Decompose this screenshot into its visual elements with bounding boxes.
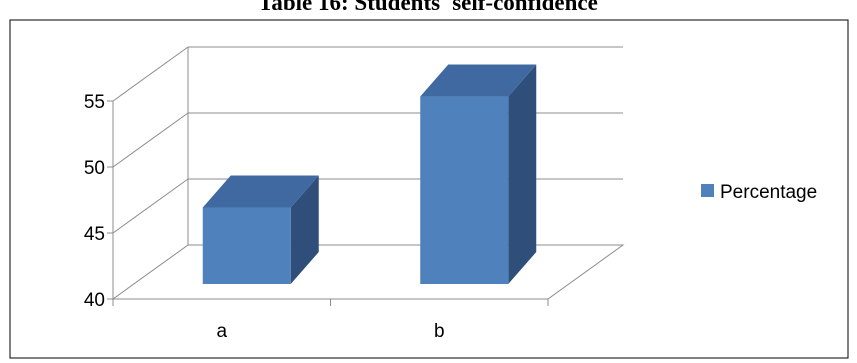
y-tick-label: 45 xyxy=(84,224,105,245)
plot-area: 40 45 50 55 a b xyxy=(84,46,625,342)
chart-floor xyxy=(111,244,625,300)
x-tick-label-a: a xyxy=(216,321,227,342)
legend: Percentage xyxy=(701,182,817,203)
gridline-side-55 xyxy=(112,46,189,102)
bar-b-side xyxy=(508,64,537,284)
legend-swatch-percentage xyxy=(701,184,714,197)
chart-border xyxy=(9,19,849,359)
gridline-side-45 xyxy=(112,178,189,234)
legend-label-percentage: Percentage xyxy=(720,182,817,203)
y-tick-label: 55 xyxy=(84,92,105,113)
bar-a-top xyxy=(202,175,319,208)
bar-a-side xyxy=(290,175,319,284)
bar-b-top xyxy=(420,64,537,97)
y-tick-label: 50 xyxy=(84,158,105,179)
x-tick-label-b: b xyxy=(434,321,445,342)
y-tick-label: 40 xyxy=(84,290,105,311)
bar-b-front xyxy=(420,96,509,284)
chart-title: Table 16: Students' self-confidence xyxy=(258,0,598,15)
bar-a-front xyxy=(202,207,291,284)
gridline-side-50 xyxy=(112,112,189,168)
